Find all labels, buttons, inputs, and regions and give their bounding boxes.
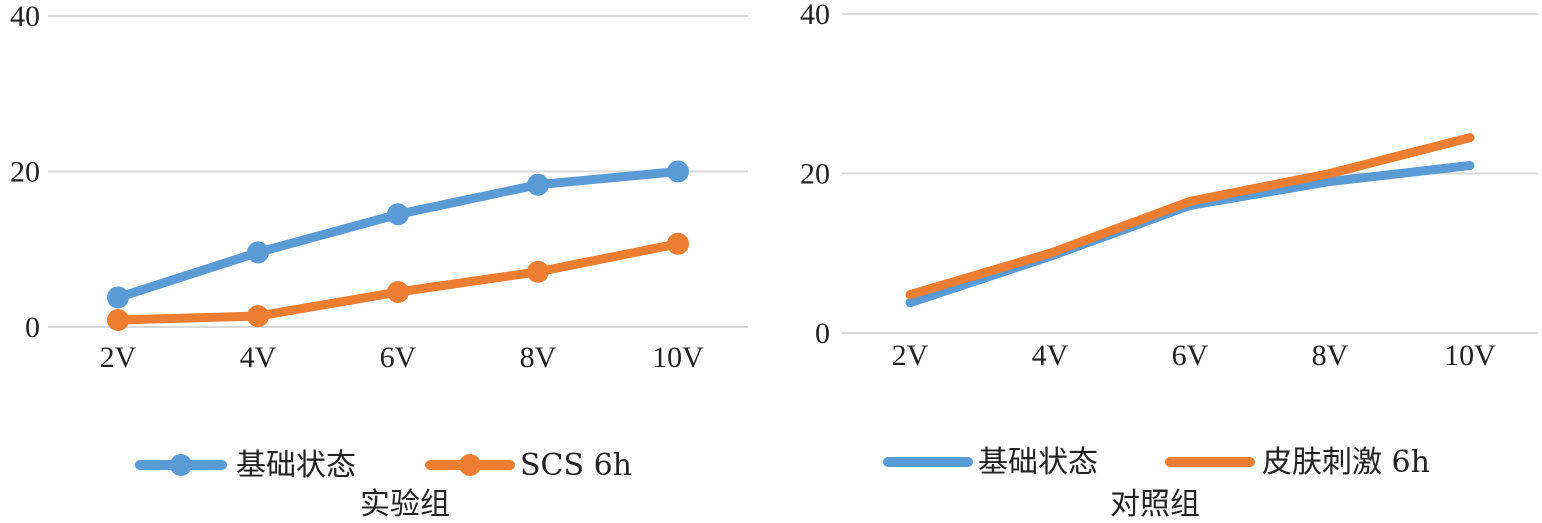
data-point (247, 241, 269, 264)
series-line-1 (905, 161, 1475, 308)
data-point (667, 160, 689, 183)
y-tick-label: 20 (800, 158, 830, 191)
y-tick-label: 40 (800, 0, 830, 31)
x-tick-label: 10V (1444, 339, 1496, 372)
legend-entry-1: 基础状态 (883, 445, 1098, 480)
data-point (527, 173, 549, 196)
x-tick-label: 8V (1312, 339, 1349, 372)
x-tick-label: 2V (100, 341, 137, 374)
legend-marker (170, 454, 192, 476)
y-tick-label: 40 (10, 0, 40, 33)
data-point (667, 232, 689, 255)
legend-entry-2: SCS 6h (425, 448, 632, 483)
chart-panel-2: 0 20 40 2V 4V 6V 8V 10V 基础状态 皮肤刺激 6h 对照组 (800, 0, 1538, 522)
x-tick-label: 10V (652, 341, 704, 374)
series-line-2 (905, 133, 1475, 300)
data-point (107, 309, 129, 332)
data-point (527, 260, 549, 283)
x-tick-label: 6V (380, 341, 417, 374)
legend-entry-1: 基础状态 (135, 448, 356, 483)
x-tick-label: 8V (520, 341, 557, 374)
y-tick-label: 20 (10, 156, 40, 189)
x-tick-label: 2V (892, 339, 929, 372)
data-point (107, 286, 129, 309)
legend-entry-2: 皮肤刺激 6h (1165, 445, 1430, 480)
data-point (387, 203, 409, 226)
data-point (387, 281, 409, 304)
y-tick-label: 0 (25, 311, 40, 344)
y-tick-label: 0 (815, 317, 830, 350)
legend-label: SCS 6h (520, 448, 632, 483)
series-line-1 (113, 167, 683, 302)
x-tick-label: 6V (1172, 339, 1209, 372)
x-tick-label: 4V (1032, 339, 1069, 372)
data-point (247, 305, 269, 328)
legend-label: 皮肤刺激 6h (1262, 445, 1430, 480)
legend-marker (459, 454, 481, 476)
legend-label: 基础状态 (236, 448, 356, 483)
x-tick-label: 4V (240, 341, 277, 374)
chart-title: 实验组 (360, 487, 450, 522)
legend-label: 基础状态 (978, 445, 1098, 480)
chart-panel-1: 0 20 40 2V 4V 6V 8V 10V 基础状态 SCS 6h 实验组 (10, 0, 748, 522)
chart-title: 对照组 (1110, 487, 1200, 522)
